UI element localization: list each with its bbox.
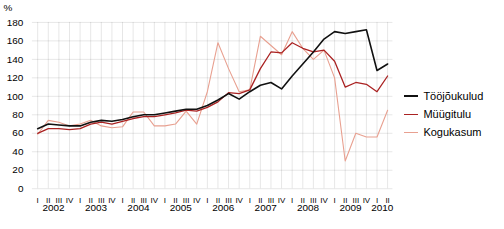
svg-text:IV: IV [363,196,371,205]
html-text:Tööjõukulud: Tööjõukulud [423,90,484,102]
svg-text:2006: 2006 [212,202,235,213]
svg-text:I: I [164,196,166,205]
html-text:Müügitulu: Müügitulu [423,108,472,120]
html-text:Kogukasum: Kogukasum [423,126,482,138]
svg-text:140: 140 [7,54,24,65]
svg-text:%: % [3,2,12,13]
svg-text:120: 120 [7,72,24,83]
svg-text:60: 60 [12,127,24,138]
svg-text:2010: 2010 [371,202,394,213]
svg-text:2005: 2005 [170,202,193,213]
svg-text:180: 180 [7,17,24,28]
svg-text:IV: IV [320,196,328,205]
svg-text:IV: IV [278,196,286,205]
svg-text:IV: IV [235,196,243,205]
svg-text:IV: IV [193,196,201,205]
svg-text:I: I [249,196,251,205]
svg-text:100: 100 [7,91,24,102]
svg-text:I: I [79,196,81,205]
svg-text:2007: 2007 [255,202,278,213]
svg-text:2004: 2004 [127,202,150,213]
svg-text:I: I [333,196,335,205]
svg-text:2003: 2003 [85,202,108,213]
svg-text:I: I [291,196,293,205]
svg-text:I: I [121,196,123,205]
svg-text:IV: IV [151,196,159,205]
svg-text:I: I [37,196,39,205]
svg-text:2002: 2002 [43,202,66,213]
svg-text:20: 20 [12,164,24,175]
svg-text:IV: IV [66,196,74,205]
svg-text:160: 160 [7,35,24,46]
svg-text:40: 40 [12,146,24,157]
svg-text:2008: 2008 [297,202,320,213]
svg-text:IV: IV [108,196,116,205]
svg-text:0: 0 [18,183,24,194]
svg-text:2009: 2009 [339,202,362,213]
svg-text:I: I [206,196,208,205]
svg-text:80: 80 [12,109,24,120]
